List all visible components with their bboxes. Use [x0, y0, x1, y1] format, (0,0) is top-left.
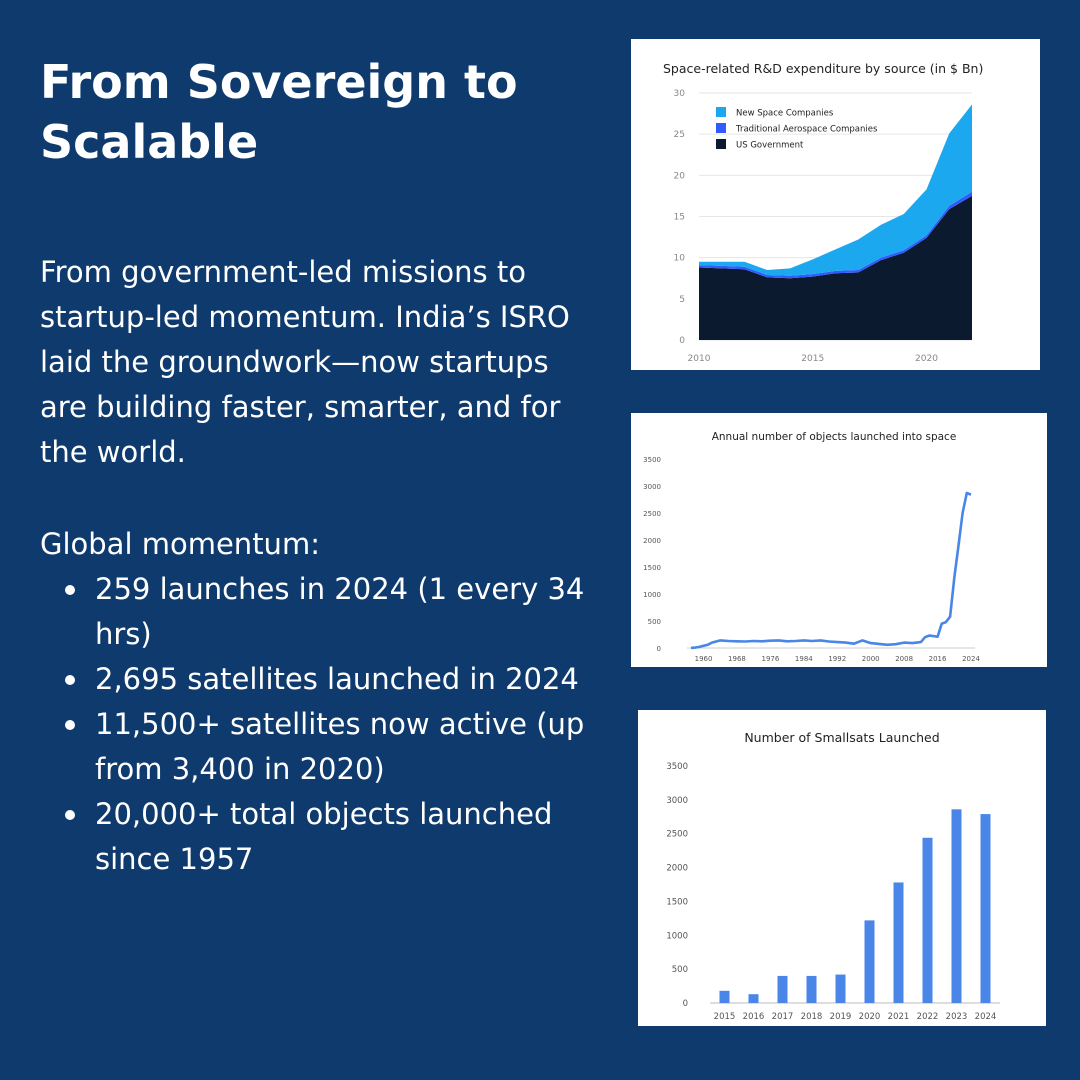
y-tick-label: 15	[674, 213, 685, 223]
y-tick-label: 30	[674, 89, 686, 99]
y-tick-label: 0	[657, 645, 661, 653]
momentum-label: Global momentum:	[40, 527, 320, 561]
bar	[980, 814, 991, 1003]
x-tick-label: 2020	[859, 1012, 881, 1022]
chart-title: Space-related R&D expenditure by source …	[663, 61, 983, 76]
list-item-text: 11,500+ satellites now active (up from 3…	[95, 707, 585, 786]
chart-title: Annual number of objects launched into s…	[712, 431, 957, 443]
y-tick-label: 500	[672, 965, 688, 975]
legend-swatch	[716, 139, 726, 149]
x-tick-label: 1960	[695, 655, 713, 663]
intro-paragraph: From government-led missions to startup-…	[40, 255, 570, 469]
legend-swatch	[716, 123, 726, 133]
y-tick-label: 0	[679, 336, 685, 346]
list-item-text: 20,000+ total objects launched since 195…	[95, 797, 553, 876]
smallsats-chart-card: Number of Smallsats Launched 0 500 1000 1500…	[638, 710, 1046, 1026]
y-tick-label: 0	[683, 999, 688, 1009]
list-item: 259 launches in 2024 (1 every 34 hrs)	[40, 567, 615, 657]
bar	[893, 882, 904, 1003]
momentum-list: 259 launches in 2024 (1 every 34 hrs) 2,…	[40, 567, 615, 882]
x-tick-label: 1992	[828, 655, 846, 663]
y-tick-label: 1500	[666, 897, 688, 907]
rd-expenditure-chart: Space-related R&D expenditure by source …	[663, 61, 983, 364]
y-tick-label: 1000	[643, 591, 661, 599]
list-item: 11,500+ satellites now active (up from 3…	[40, 702, 615, 792]
bar	[748, 994, 759, 1003]
x-tick-label: 2019	[830, 1012, 852, 1022]
x-tick-label: 2021	[888, 1012, 910, 1022]
y-tick-label: 3000	[643, 483, 661, 491]
bullet-icon	[65, 810, 75, 820]
bar	[922, 837, 933, 1003]
bullet-icon	[65, 675, 75, 685]
x-tick-label: 1968	[728, 655, 746, 663]
x-tick-label: 2015	[714, 1012, 736, 1022]
rd-expenditure-chart-card: Space-related R&D expenditure by source …	[631, 39, 1040, 370]
bar	[951, 809, 962, 1003]
y-tick-label: 3000	[666, 796, 688, 806]
x-tick-label: 2010	[688, 354, 711, 364]
x-tick-label: 2016	[929, 655, 947, 663]
y-tick-label: 500	[648, 618, 661, 626]
bar	[806, 975, 817, 1003]
bar	[719, 990, 730, 1003]
x-tick-label: 1976	[761, 655, 779, 663]
y-tick-label: 1500	[643, 564, 661, 572]
y-tick-label: 10	[674, 254, 686, 264]
x-tick-label: 2024	[962, 655, 980, 663]
chart-title: Number of Smallsats Launched	[744, 730, 939, 745]
x-tick-label: 2023	[946, 1012, 968, 1022]
x-tick-label: 2015	[801, 354, 824, 364]
bar	[835, 974, 846, 1003]
us-government-area	[699, 195, 972, 340]
legend-swatch	[716, 107, 726, 117]
y-tick-label: 5	[679, 295, 685, 305]
list-item: 2,695 satellites launched in 2024	[40, 657, 615, 702]
legend-label: US Government	[736, 141, 804, 151]
x-tick-label: 2018	[801, 1012, 823, 1022]
bar	[864, 920, 875, 1003]
y-tick-label: 2500	[643, 510, 661, 518]
list-item-text: 259 launches in 2024 (1 every 34 hrs)	[95, 572, 585, 651]
y-tick-label: 20	[674, 171, 686, 181]
x-tick-label: 2022	[917, 1012, 939, 1022]
bullet-icon	[65, 585, 75, 595]
x-tick-label: 2016	[743, 1012, 765, 1022]
y-tick-label: 3500	[643, 456, 661, 464]
x-tick-label: 1984	[795, 655, 813, 663]
y-tick-label: 2000	[643, 537, 661, 545]
objects-launched-line	[690, 491, 972, 650]
page-title: From Sovereign to Scalable	[40, 55, 518, 169]
smallsats-chart: Number of Smallsats Launched 0 500 1000 1500…	[666, 730, 1000, 1022]
x-tick-label: 2000	[862, 655, 880, 663]
y-tick-label: 3500	[666, 762, 688, 772]
y-tick-label: 2000	[666, 864, 688, 874]
legend-label: Traditional Aerospace Companies	[735, 125, 878, 135]
bullet-icon	[65, 720, 75, 730]
x-tick-label: 2020	[915, 354, 938, 364]
objects-launched-chart: Annual number of objects launched into s…	[643, 431, 980, 663]
legend-label: New Space Companies	[736, 109, 834, 119]
x-tick-label: 2008	[895, 655, 913, 663]
list-item-text: 2,695 satellites launched in 2024	[95, 662, 579, 696]
x-tick-label: 2017	[772, 1012, 794, 1022]
new-space-area	[699, 104, 972, 276]
objects-launched-chart-card: Annual number of objects launched into s…	[631, 413, 1047, 667]
y-tick-label: 1000	[666, 931, 688, 941]
y-tick-label: 2500	[666, 830, 688, 840]
x-tick-label: 2024	[975, 1012, 997, 1022]
bar	[777, 975, 788, 1003]
y-tick-label: 25	[674, 130, 685, 140]
list-item: 20,000+ total objects launched since 195…	[40, 792, 615, 882]
